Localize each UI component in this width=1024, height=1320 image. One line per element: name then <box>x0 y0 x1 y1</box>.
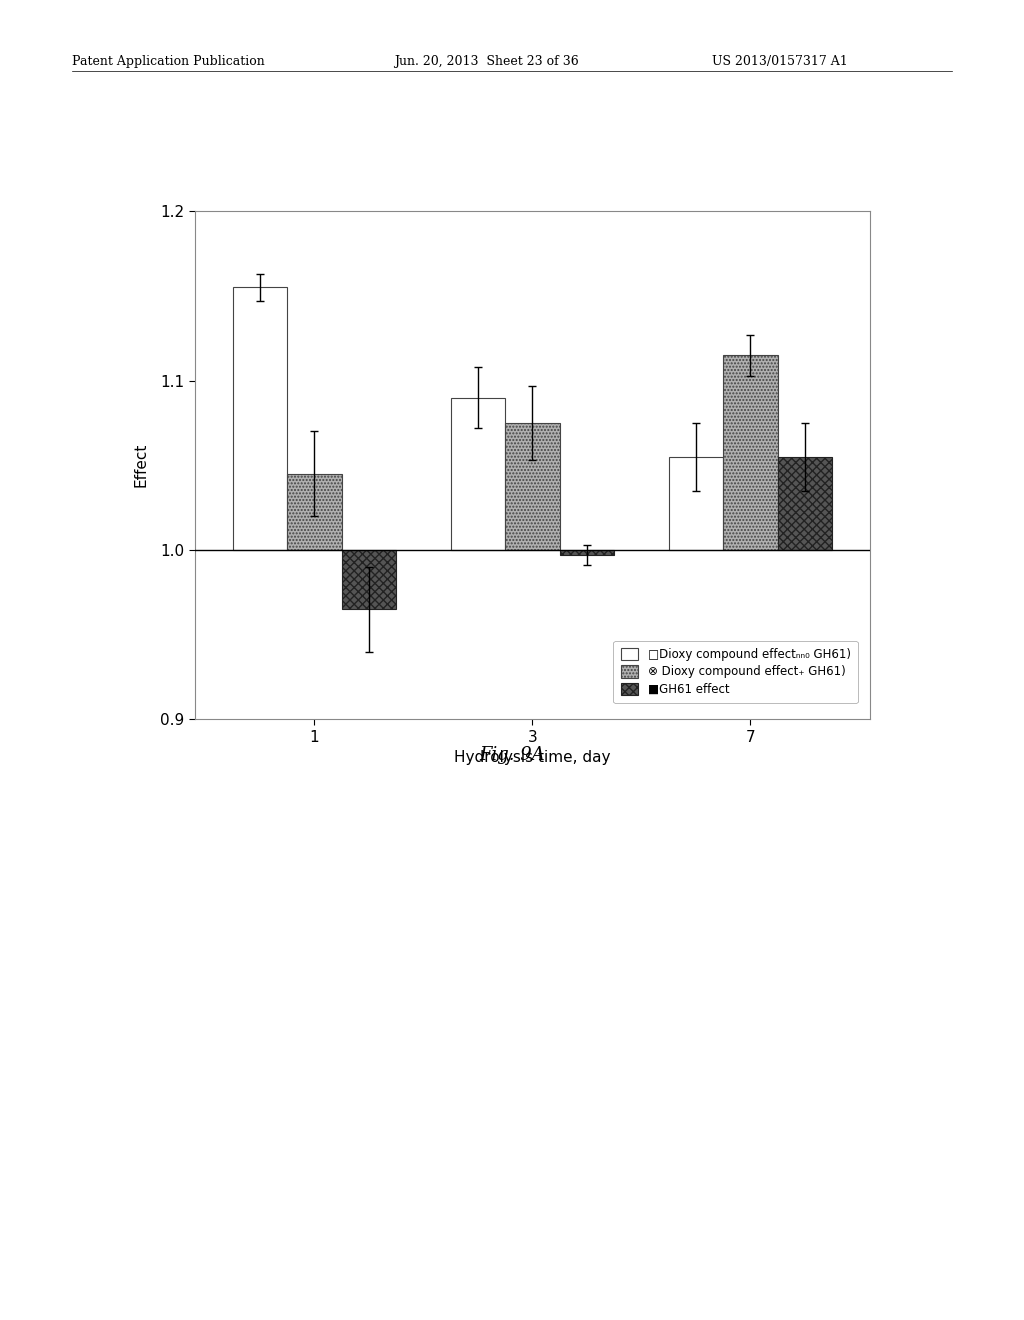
Text: Fig. 9A: Fig. 9A <box>479 746 545 764</box>
Bar <box>669 457 723 550</box>
Legend: □Dioxy compound effectₙₙ₀ GH61), ⊗ Dioxy compound effect₊ GH61), ■GH61 effect: □Dioxy compound effectₙₙ₀ GH61), ⊗ Dioxy… <box>613 640 858 704</box>
Bar <box>723 355 778 550</box>
Text: Jun. 20, 2013  Sheet 23 of 36: Jun. 20, 2013 Sheet 23 of 36 <box>394 55 579 69</box>
Bar <box>232 288 287 550</box>
Bar <box>560 550 614 556</box>
Text: Patent Application Publication: Patent Application Publication <box>72 55 264 69</box>
Bar <box>778 457 833 550</box>
Bar <box>287 474 342 550</box>
X-axis label: Hydrolysis time, day: Hydrolysis time, day <box>455 750 610 766</box>
Text: US 2013/0157317 A1: US 2013/0157317 A1 <box>712 55 848 69</box>
Bar <box>451 397 505 550</box>
Y-axis label: Effect: Effect <box>134 444 148 487</box>
Bar <box>342 550 396 610</box>
Bar <box>505 422 560 550</box>
